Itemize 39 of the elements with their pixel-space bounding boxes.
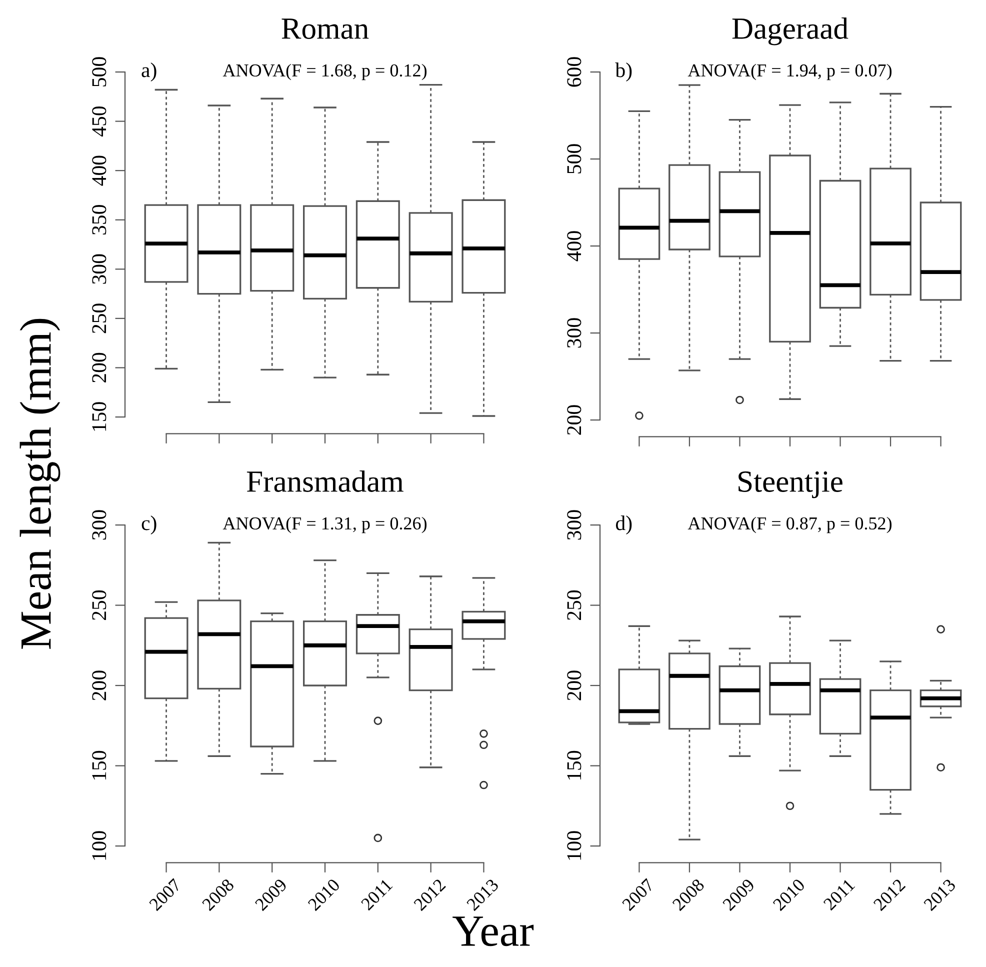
y-tick-label: 250	[567, 590, 582, 620]
y-tick-label: 600	[567, 57, 582, 87]
y-tick-label: 450	[92, 106, 106, 137]
y-tick-label: 100	[567, 831, 582, 860]
y-tick-label: 300	[92, 510, 106, 540]
chart-title: Fransmadam	[246, 470, 404, 492]
y-axis-title: Mean length (mm)	[20, 318, 60, 649]
annotation: b)	[615, 62, 632, 82]
x-tick-label: 2011	[822, 878, 856, 911]
y-tick-label: 200	[92, 670, 106, 700]
annotation: ANOVA(F = 1.31, p = 0.26)	[222, 516, 427, 534]
y-tick-label: 350	[92, 205, 106, 234]
annotation: ANOVA(F = 1.68, p = 0.12)	[222, 64, 427, 80]
y-tick-label: 250	[92, 590, 106, 620]
y-tick-label: 300	[567, 318, 582, 348]
y-tick-label: 150	[92, 750, 106, 780]
chart-title: Roman	[282, 18, 369, 39]
y-tick-label: 150	[92, 402, 106, 431]
y-tick-label: 400	[92, 156, 106, 186]
y-tick-label: 200	[567, 405, 582, 435]
chart-title: Steentjie	[738, 471, 842, 498]
x-tick-label: 2011	[360, 878, 393, 911]
annotation: a)	[142, 62, 156, 82]
y-tick-label: 300	[92, 254, 106, 284]
y-tick-label: 250	[92, 304, 106, 334]
annotation: ANOVA(F = 0.87, p = 0.52)	[688, 516, 892, 534]
annotation: d)	[616, 516, 632, 534]
chart-title: Dageraad	[732, 17, 848, 46]
y-tick-label: 400	[567, 231, 582, 262]
y-tick-label: 500	[567, 144, 582, 174]
annotation: c)	[142, 516, 156, 534]
annotation: ANOVA(F = 1.94, p = 0.07)	[688, 64, 892, 80]
y-tick-label: 200	[92, 352, 106, 382]
y-tick-label: 150	[567, 750, 582, 780]
x-axis-title: Year	[452, 916, 534, 946]
y-tick-label: 500	[92, 57, 106, 86]
y-tick-label: 100	[92, 831, 106, 860]
y-tick-label: 300	[567, 510, 582, 540]
y-tick-label: 200	[567, 670, 582, 700]
